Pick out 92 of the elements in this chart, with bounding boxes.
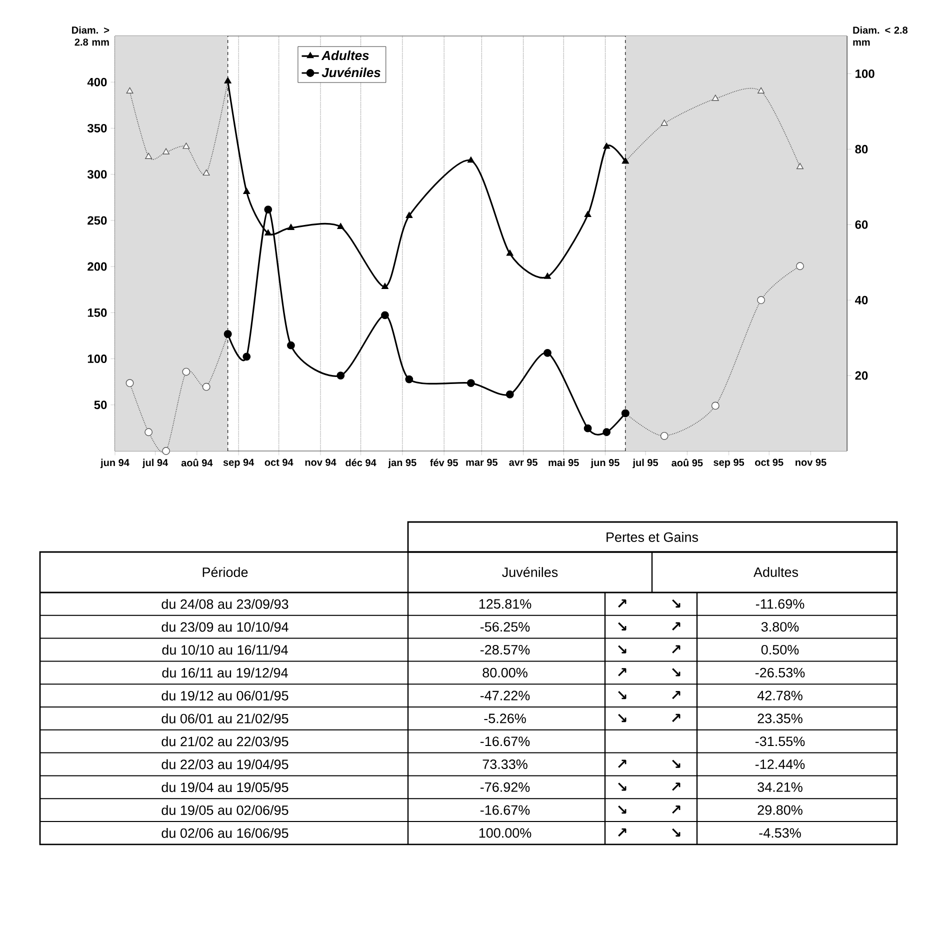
text: -11.69% — [756, 599, 804, 609]
legend-label: Juvéniles — [322, 67, 380, 78]
x-tick-label: mai 95 — [548, 458, 579, 466]
text: ↘ — [672, 828, 680, 837]
text: 125.81% — [479, 599, 532, 609]
text: du 16/11 au 19/12/94 — [162, 668, 288, 678]
y2-tick-label: 40 — [855, 296, 868, 304]
y-tick-label: 200 — [88, 262, 107, 271]
text: ↘ — [618, 806, 626, 814]
text: ↘ — [672, 760, 680, 768]
text: -26.53% — [755, 668, 805, 678]
x-tick-label: mar 95 — [466, 458, 498, 466]
text: -5.26% — [484, 714, 526, 724]
text: -28.57% — [480, 644, 530, 655]
text: Période — [202, 566, 248, 578]
text: 100.00% — [479, 828, 532, 838]
text: du 24/08 au 23/09/93 — [162, 598, 288, 609]
text: du 19/12 au 06/01/95 — [162, 690, 288, 700]
text: -12.44% — [755, 759, 805, 769]
y2-axis-title: Diam. < 2.8 mm — [853, 26, 908, 46]
x-tick-label: nov 94 — [305, 458, 336, 466]
y-tick-label: 50 — [94, 400, 107, 410]
x-tick-label: nov 95 — [796, 458, 826, 466]
text: ↘ — [618, 645, 626, 654]
y2-tick-label: 60 — [855, 220, 868, 229]
text: du 06/01 au 21/02/95 — [162, 713, 288, 724]
text: 29.80% — [758, 805, 802, 815]
text: ↘ — [618, 714, 626, 722]
y-tick-label: 350 — [87, 124, 107, 132]
text: ↘ — [618, 782, 626, 791]
text: du 10/10 au 16/11/94 — [162, 644, 288, 655]
x-tick-label: jan 95 — [388, 458, 416, 468]
text: 73.33% — [482, 759, 528, 770]
text: 23.35% — [758, 714, 802, 724]
text: 3.80% — [761, 622, 799, 632]
x-tick-label: avr 95 — [509, 458, 538, 466]
x-tick-label: aoû 94 — [181, 458, 213, 466]
text: -16.67% — [480, 736, 530, 746]
text: Pertes et Gains — [606, 532, 698, 542]
text: 0.50% — [761, 644, 799, 655]
text: ↗ — [618, 599, 626, 608]
x-tick-label: déc 94 — [346, 458, 376, 466]
text: ↗ — [672, 714, 680, 722]
x-tick-label: jun 95 — [590, 458, 620, 468]
text: Juvéniles — [502, 566, 558, 578]
text: du 19/05 au 02/06/95 — [162, 805, 288, 815]
text: ↗ — [672, 622, 680, 630]
text: ↗ — [672, 782, 680, 791]
text: ↗ — [672, 691, 680, 700]
text: ↗ — [618, 760, 626, 768]
x-tick-label: jul 95 — [632, 458, 658, 468]
text: -47.22% — [480, 690, 530, 700]
y-tick-label: 150 — [88, 308, 107, 317]
text: -76.92% — [480, 782, 530, 792]
y2-tick-label: 20 — [855, 371, 868, 380]
text: ↘ — [672, 599, 680, 608]
text: du 02/06 au 16/06/95 — [162, 828, 288, 838]
text: du 23/09 au 10/10/94 — [162, 622, 288, 632]
y-tick-label: 250 — [88, 216, 107, 225]
y-tick-label: 100 — [88, 354, 107, 364]
y2-tick-label: 80 — [855, 144, 868, 154]
y2-tick-label: 100 — [856, 69, 874, 78]
text: ↘ — [618, 691, 626, 700]
x-tick-label: oct 94 — [264, 458, 294, 466]
text: du 21/02 au 22/03/95 — [162, 736, 288, 746]
text: Adultes — [754, 567, 798, 577]
text: ↘ — [672, 668, 680, 676]
x-tick-label: jul 94 — [142, 458, 168, 468]
x-tick-label: oct 95 — [755, 458, 784, 466]
x-tick-label: sep 94 — [223, 458, 254, 468]
y-tick-label: 300 — [87, 170, 107, 179]
text: -16.67% — [480, 805, 530, 815]
text: 34.21% — [758, 782, 802, 792]
text: -56.25% — [480, 622, 530, 632]
text: ↗ — [618, 828, 626, 837]
text: du 19/04 au 19/05/95 — [162, 782, 288, 792]
text: -4.53% — [759, 828, 801, 838]
text: ↗ — [618, 668, 626, 676]
x-tick-label: aoû 95 — [672, 458, 703, 466]
text: ↘ — [618, 622, 626, 630]
text: ↗ — [672, 645, 680, 654]
x-tick-label: sep 95 — [714, 458, 744, 468]
legend-label: Adultes — [321, 50, 369, 60]
text: 80.00% — [482, 668, 528, 678]
x-tick-label: fév 95 — [430, 458, 458, 466]
x-tick-label: jun 94 — [100, 458, 130, 468]
text: -31.55% — [755, 736, 805, 746]
y-tick-label: 400 — [87, 78, 107, 86]
text: du 22/03 au 19/04/95 — [162, 759, 288, 770]
text: ↗ — [672, 806, 680, 814]
y-axis-title: Diam. > 2.8 mm — [72, 26, 110, 46]
text: 42.78% — [757, 690, 802, 700]
